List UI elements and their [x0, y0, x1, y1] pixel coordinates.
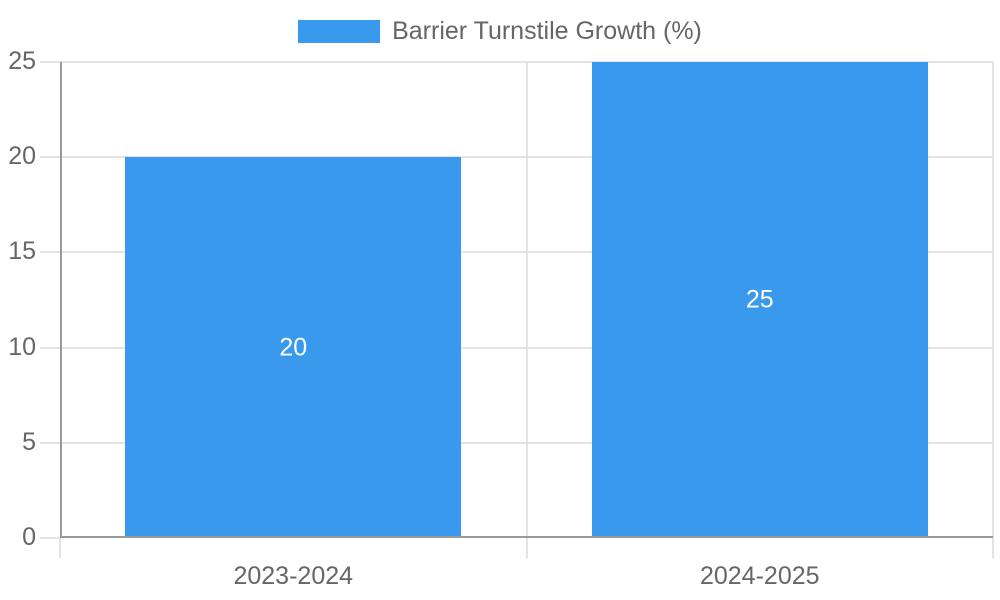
y-tick-label: 25 [8, 46, 36, 75]
legend-swatch-icon [298, 19, 381, 43]
x-axis-line [60, 536, 993, 538]
gridline-vertical [525, 62, 528, 538]
y-axis-tick [40, 346, 60, 349]
x-axis-tick [992, 538, 994, 558]
bar-2023-2024[interactable] [125, 157, 462, 538]
y-axis-tick [40, 441, 60, 444]
y-axis-tick [40, 251, 60, 254]
plot-area: 0 5 10 15 20 25 20 2023-2024 25 2024-2025 [8, 47, 994, 590]
bar-value-label: 20 [279, 333, 308, 362]
x-tick-label: 2024-2025 [699, 562, 820, 590]
y-axis-line [60, 62, 62, 538]
y-axis-tick [40, 537, 60, 539]
x-tick-label: 2023-2024 [233, 562, 354, 590]
legend-item[interactable]: Barrier Turnstile Growth (%) [0, 17, 1000, 45]
x-axis-tick [525, 538, 528, 558]
y-tick-label: 0 [22, 522, 36, 551]
y-tick-label: 20 [8, 142, 36, 171]
bar-2024-2025[interactable] [591, 62, 928, 538]
x-axis-tick [59, 538, 61, 558]
y-axis-tick [40, 156, 60, 159]
legend-label: Barrier Turnstile Growth (%) [392, 17, 702, 45]
bar-value-label: 25 [745, 285, 774, 314]
gridline-vertical [992, 62, 994, 538]
y-tick-label: 5 [22, 427, 36, 456]
y-tick-label: 10 [8, 332, 36, 361]
y-axis-tick [40, 61, 60, 63]
y-tick-label: 15 [8, 237, 36, 266]
